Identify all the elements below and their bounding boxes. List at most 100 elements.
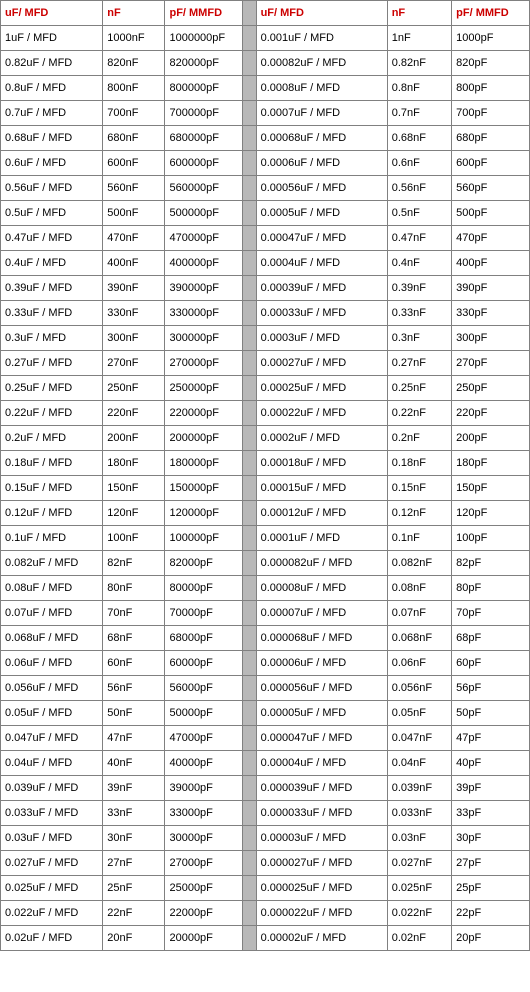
cell-uf-left: 1uF / MFD <box>1 26 103 51</box>
cell-nf-left: 80nF <box>103 576 165 601</box>
header-pf-left: pF/ MMFD <box>165 1 243 26</box>
cell-uf-left: 0.27uF / MFD <box>1 351 103 376</box>
cell-uf-left: 0.5uF / MFD <box>1 201 103 226</box>
cell-pf-right: 70pF <box>452 601 530 626</box>
cell-uf-left: 0.047uF / MFD <box>1 726 103 751</box>
cell-pf-left: 400000pF <box>165 251 243 276</box>
cell-uf-right: 0.00004uF / MFD <box>256 751 387 776</box>
cell-pf-right: 39pF <box>452 776 530 801</box>
cell-uf-left: 0.12uF / MFD <box>1 501 103 526</box>
cell-pf-left: 200000pF <box>165 426 243 451</box>
cell-pf-right: 68pF <box>452 626 530 651</box>
cell-nf-right: 0.18nF <box>387 451 451 476</box>
cell-pf-right: 330pF <box>452 301 530 326</box>
cell-nf-left: 820nF <box>103 51 165 76</box>
cell-pf-left: 150000pF <box>165 476 243 501</box>
separator-cell <box>243 726 256 751</box>
separator-cell <box>243 301 256 326</box>
cell-pf-right: 390pF <box>452 276 530 301</box>
separator-cell <box>243 226 256 251</box>
cell-pf-left: 220000pF <box>165 401 243 426</box>
cell-pf-right: 40pF <box>452 751 530 776</box>
table-row: 0.3uF / MFD300nF300000pF0.0003uF / MFD0.… <box>1 326 530 351</box>
cell-uf-right: 0.000047uF / MFD <box>256 726 387 751</box>
cell-nf-right: 0.02nF <box>387 926 451 951</box>
capacitor-conversion-table: uF/ MFD nF pF/ MMFD uF/ MFD nF pF/ MMFD … <box>0 0 530 951</box>
cell-pf-left: 22000pF <box>165 901 243 926</box>
separator-cell <box>243 701 256 726</box>
cell-uf-right: 0.000056uF / MFD <box>256 676 387 701</box>
cell-nf-right: 1nF <box>387 26 451 51</box>
cell-uf-right: 0.0007uF / MFD <box>256 101 387 126</box>
cell-pf-left: 250000pF <box>165 376 243 401</box>
cell-uf-right: 0.0006uF / MFD <box>256 151 387 176</box>
cell-pf-left: 70000pF <box>165 601 243 626</box>
cell-uf-right: 0.00027uF / MFD <box>256 351 387 376</box>
cell-uf-left: 0.68uF / MFD <box>1 126 103 151</box>
cell-nf-left: 560nF <box>103 176 165 201</box>
table-row: 0.022uF / MFD22nF22000pF0.000022uF / MFD… <box>1 901 530 926</box>
cell-pf-right: 82pF <box>452 551 530 576</box>
cell-uf-left: 0.47uF / MFD <box>1 226 103 251</box>
cell-uf-right: 0.00033uF / MFD <box>256 301 387 326</box>
cell-uf-right: 0.00006uF / MFD <box>256 651 387 676</box>
cell-uf-right: 0.00025uF / MFD <box>256 376 387 401</box>
cell-pf-right: 25pF <box>452 876 530 901</box>
cell-pf-left: 560000pF <box>165 176 243 201</box>
cell-uf-left: 0.3uF / MFD <box>1 326 103 351</box>
table-row: 0.039uF / MFD39nF39000pF0.000039uF / MFD… <box>1 776 530 801</box>
cell-nf-right: 0.27nF <box>387 351 451 376</box>
table-row: 0.6uF / MFD600nF600000pF0.0006uF / MFD0.… <box>1 151 530 176</box>
cell-uf-left: 0.25uF / MFD <box>1 376 103 401</box>
separator-cell <box>243 351 256 376</box>
cell-pf-right: 250pF <box>452 376 530 401</box>
table-row: 0.04uF / MFD40nF40000pF0.00004uF / MFD0.… <box>1 751 530 776</box>
cell-uf-right: 0.00082uF / MFD <box>256 51 387 76</box>
cell-uf-left: 0.02uF / MFD <box>1 926 103 951</box>
separator-cell <box>243 451 256 476</box>
cell-nf-left: 700nF <box>103 101 165 126</box>
cell-nf-right: 0.8nF <box>387 76 451 101</box>
cell-nf-left: 56nF <box>103 676 165 701</box>
cell-uf-right: 0.000022uF / MFD <box>256 901 387 926</box>
separator-cell <box>243 776 256 801</box>
cell-uf-right: 0.00068uF / MFD <box>256 126 387 151</box>
table-row: 0.06uF / MFD60nF60000pF0.00006uF / MFD0.… <box>1 651 530 676</box>
cell-nf-left: 47nF <box>103 726 165 751</box>
table-row: 1uF / MFD1000nF1000000pF0.001uF / MFD1nF… <box>1 26 530 51</box>
cell-nf-left: 68nF <box>103 626 165 651</box>
table-row: 0.05uF / MFD50nF50000pF0.00005uF / MFD0.… <box>1 701 530 726</box>
cell-uf-left: 0.022uF / MFD <box>1 901 103 926</box>
cell-nf-right: 0.022nF <box>387 901 451 926</box>
table-row: 0.082uF / MFD82nF82000pF0.000082uF / MFD… <box>1 551 530 576</box>
separator-cell <box>243 526 256 551</box>
cell-uf-left: 0.025uF / MFD <box>1 876 103 901</box>
cell-pf-left: 180000pF <box>165 451 243 476</box>
cell-uf-right: 0.00018uF / MFD <box>256 451 387 476</box>
cell-nf-left: 30nF <box>103 826 165 851</box>
separator-cell <box>243 551 256 576</box>
cell-uf-right: 0.00047uF / MFD <box>256 226 387 251</box>
table-row: 0.22uF / MFD220nF220000pF0.00022uF / MFD… <box>1 401 530 426</box>
cell-nf-right: 0.03nF <box>387 826 451 851</box>
cell-nf-right: 0.56nF <box>387 176 451 201</box>
cell-uf-right: 0.000025uF / MFD <box>256 876 387 901</box>
separator-cell <box>243 501 256 526</box>
table-row: 0.1uF / MFD100nF100000pF0.0001uF / MFD0.… <box>1 526 530 551</box>
cell-uf-left: 0.05uF / MFD <box>1 701 103 726</box>
cell-nf-right: 0.15nF <box>387 476 451 501</box>
cell-nf-left: 470nF <box>103 226 165 251</box>
cell-pf-left: 50000pF <box>165 701 243 726</box>
cell-nf-left: 180nF <box>103 451 165 476</box>
cell-pf-right: 120pF <box>452 501 530 526</box>
cell-uf-right: 0.00008uF / MFD <box>256 576 387 601</box>
cell-pf-left: 82000pF <box>165 551 243 576</box>
cell-pf-left: 680000pF <box>165 126 243 151</box>
table-row: 0.4uF / MFD400nF400000pF0.0004uF / MFD0.… <box>1 251 530 276</box>
cell-nf-left: 33nF <box>103 801 165 826</box>
cell-nf-left: 300nF <box>103 326 165 351</box>
cell-pf-right: 50pF <box>452 701 530 726</box>
separator-cell <box>243 26 256 51</box>
cell-pf-right: 47pF <box>452 726 530 751</box>
cell-pf-left: 390000pF <box>165 276 243 301</box>
